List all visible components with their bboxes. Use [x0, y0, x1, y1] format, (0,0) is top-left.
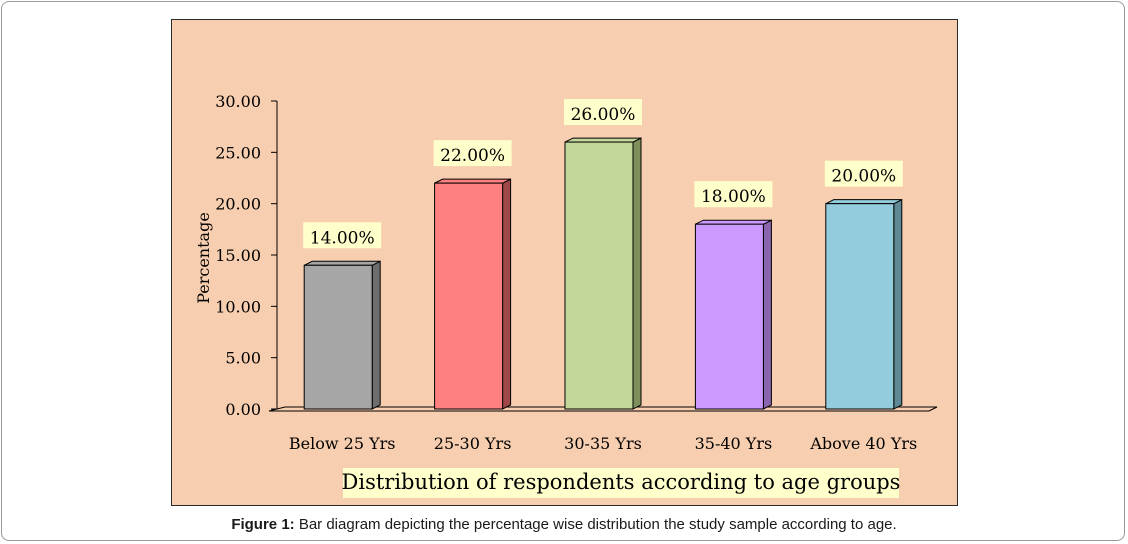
data-label-background [694, 181, 773, 208]
data-label: 22.00% [440, 146, 505, 166]
bar [434, 182, 504, 410]
x-tick-label: Above 40 Yrs [809, 434, 917, 453]
bar [694, 223, 764, 410]
data-label: 20.00% [831, 167, 896, 187]
chart-floor [268, 406, 938, 412]
bar-top [434, 178, 511, 184]
y-tick-label: 5.00 [225, 349, 261, 368]
bar-chart: 0.00 5.00 10.00 15.00 20.00 25.00 30.00 Percent… [194, 92, 938, 498]
chart-title-background [343, 468, 899, 498]
bar-top [303, 260, 381, 266]
x-tick-label: 25-30 Yrs [434, 434, 512, 453]
bar-top [825, 199, 903, 205]
bar [825, 203, 895, 410]
y-tick-label: 10.00 [215, 297, 261, 316]
y-tick-label: 15.00 [215, 246, 261, 265]
y-axis-label: Percentage [194, 212, 213, 304]
data-label-background [433, 140, 512, 167]
bar-side [893, 198, 903, 410]
bar [303, 264, 373, 410]
x-tick-label: Below 25 Yrs [289, 434, 396, 453]
bar-side [762, 219, 772, 410]
y-tick-label: 0.00 [225, 400, 261, 419]
data-label: 14.00% [310, 228, 375, 248]
y-tick-label: 20.00 [215, 195, 261, 214]
data-label: 18.00% [701, 187, 766, 207]
x-tick-label: 30-35 Yrs [564, 434, 642, 453]
bar [564, 141, 634, 410]
bar-top [564, 137, 642, 143]
data-label-background [303, 222, 382, 249]
bar-side [371, 260, 381, 410]
bar-side [632, 137, 642, 410]
data-label: 26.00% [571, 105, 636, 125]
y-tick-label: 30.00 [215, 92, 261, 111]
bar-top [695, 219, 772, 225]
y-tick-label: 25.00 [215, 143, 261, 162]
figure-caption: Figure 1: Bar diagram depicting the perc… [0, 516, 1128, 533]
x-tick-label: 35-40 Yrs [695, 434, 773, 453]
chart-title: Distribution of respondents according to… [342, 470, 901, 494]
caption-prefix: Figure 1: [231, 516, 295, 533]
data-label-background [564, 99, 642, 126]
caption-text: Bar diagram depicting the percentage wis… [294, 516, 897, 533]
data-label-background [824, 160, 903, 187]
bar-side [502, 178, 512, 410]
